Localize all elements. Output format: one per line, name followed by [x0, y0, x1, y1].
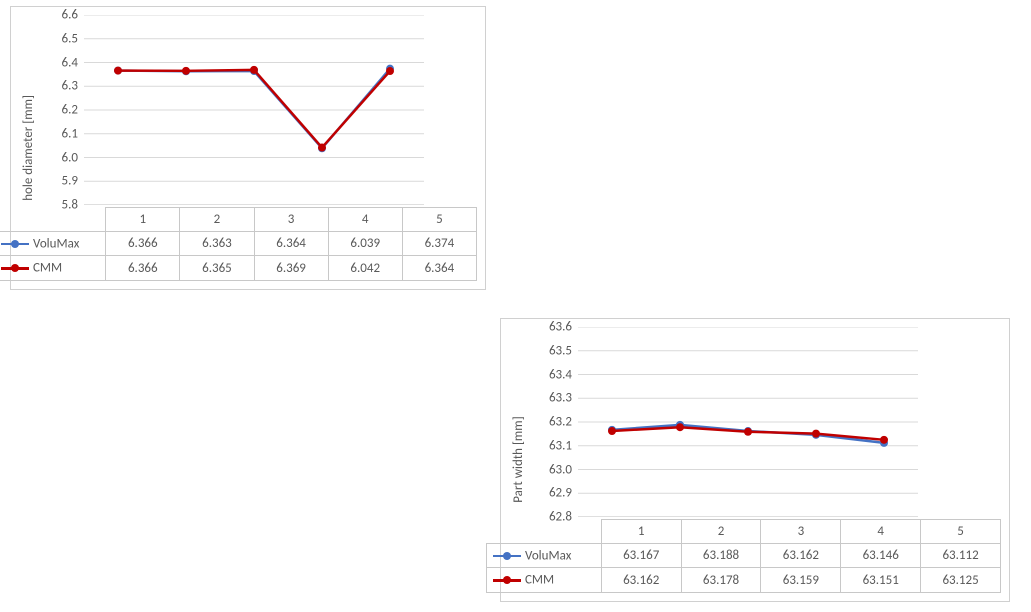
chart1-series-line: [118, 69, 390, 149]
chart1-ytick-label: 6.4: [62, 55, 84, 70]
chart2-data-cell: 63.188: [681, 544, 761, 568]
chart2-data-cell: 63.162: [761, 544, 841, 568]
chart1-category-header: 4: [328, 208, 402, 232]
chart1-data-cell: 6.369: [254, 256, 328, 280]
chart2-data-cell: 63.178: [681, 568, 761, 592]
chart2-data-table: 12345VoluMax63.16763.18863.16263.14663.1…: [486, 519, 1001, 593]
chart2-ytick-label: 63.6: [549, 320, 578, 335]
chart1-category-header: 1: [106, 208, 180, 232]
chart2-legend-cell: VoluMax: [487, 544, 602, 568]
chart1-ytick-label: 6.5: [62, 31, 84, 46]
chart2-legend-text: CMM: [525, 573, 554, 588]
chart1-panel: hole diameter [mm]5.85.96.06.16.26.36.46…: [10, 6, 486, 290]
chart2-series-marker: [880, 436, 888, 444]
chart2-category-header: 5: [921, 520, 1001, 544]
chart1-category-header: 5: [402, 208, 476, 232]
chart2-legend-swatch: [493, 550, 521, 562]
chart1-plot: [84, 15, 424, 205]
chart1-data-cell: 6.365: [180, 256, 254, 280]
chart2-category-header: 1: [601, 520, 681, 544]
chart2-legend-text: VoluMax: [525, 548, 571, 563]
chart2-series-marker: [744, 428, 752, 436]
chart1-series-marker: [386, 67, 394, 75]
chart1-ytick-label: 6.2: [62, 103, 84, 118]
chart1-legend-cell: CMM: [0, 256, 106, 280]
chart1-ytick-label: 6.1: [62, 126, 84, 141]
chart2-ytick-label: 63.4: [549, 367, 578, 382]
chart2-legend-cell: CMM: [487, 568, 602, 592]
chart1-data-cell: 6.366: [106, 256, 180, 280]
chart2-yaxis: 62.862.963.063.163.263.363.463.563.6: [528, 327, 578, 517]
chart1-ytick-label: 5.8: [62, 198, 84, 213]
chart2-plot: [578, 327, 918, 517]
chart2-data-cell: 63.151: [841, 568, 921, 592]
chart1-series-marker: [114, 67, 122, 75]
chart1-series-line: [118, 70, 390, 148]
chart2-category-header: 4: [841, 520, 921, 544]
chart1-ytick-label: 6.6: [62, 8, 84, 23]
chart2-panel: Part width [mm]62.862.963.063.163.263.36…: [500, 318, 1010, 602]
chart1-data-cell: 6.042: [328, 256, 402, 280]
chart2-ytick-label: 62.8: [549, 510, 578, 525]
chart1-yaxis: 5.85.96.06.16.26.36.46.56.6: [38, 15, 84, 205]
chart2-ytick-label: 63.2: [549, 415, 578, 430]
chart2-category-header: 3: [761, 520, 841, 544]
chart1-legend-swatch: [1, 262, 29, 274]
chart1-data-cell: 6.363: [180, 232, 254, 256]
chart1-data-cell: 6.364: [402, 256, 476, 280]
chart1-data-cell: 6.364: [254, 232, 328, 256]
chart1-data-table: 12345VoluMax6.3666.3636.3646.0396.374CMM…: [0, 207, 477, 281]
chart2-legend-swatch: [493, 574, 521, 586]
chart2-data-cell: 63.162: [601, 568, 681, 592]
chart2-data-cell: 63.112: [921, 544, 1001, 568]
chart1-legend-cell: VoluMax: [0, 232, 106, 256]
chart1-series-marker: [250, 66, 258, 74]
chart2-category-header: 2: [681, 520, 761, 544]
chart2-ytick-label: 63.3: [549, 391, 578, 406]
chart2-ytick-label: 63.5: [549, 343, 578, 358]
chart1-ytick-label: 5.9: [62, 174, 84, 189]
chart2-series-marker: [812, 430, 820, 438]
chart2-data-cell: 63.159: [761, 568, 841, 592]
chart1-category-header: 3: [254, 208, 328, 232]
chart1-data-cell: 6.374: [402, 232, 476, 256]
chart1-data-cell: 6.039: [328, 232, 402, 256]
chart2-ytick-label: 62.9: [549, 486, 578, 501]
chart2-data-cell: 63.146: [841, 544, 921, 568]
chart2-series-marker: [608, 427, 616, 435]
chart1-category-header: 2: [180, 208, 254, 232]
chart1-ytick-label: 6.0: [62, 150, 84, 165]
chart1-data-cell: 6.366: [106, 232, 180, 256]
chart2-ytick-label: 63.0: [549, 462, 578, 477]
chart1-ytick-label: 6.3: [62, 79, 84, 94]
chart1-legend-swatch: [1, 238, 29, 250]
chart1-series-marker: [182, 67, 190, 75]
chart2-data-cell: 63.167: [601, 544, 681, 568]
chart2-ytick-label: 63.1: [549, 438, 578, 453]
chart2-series-marker: [676, 423, 684, 431]
chart2-data-cell: 63.125: [921, 568, 1001, 592]
chart1-legend-text: VoluMax: [33, 236, 79, 251]
chart1-series-marker: [318, 144, 326, 152]
